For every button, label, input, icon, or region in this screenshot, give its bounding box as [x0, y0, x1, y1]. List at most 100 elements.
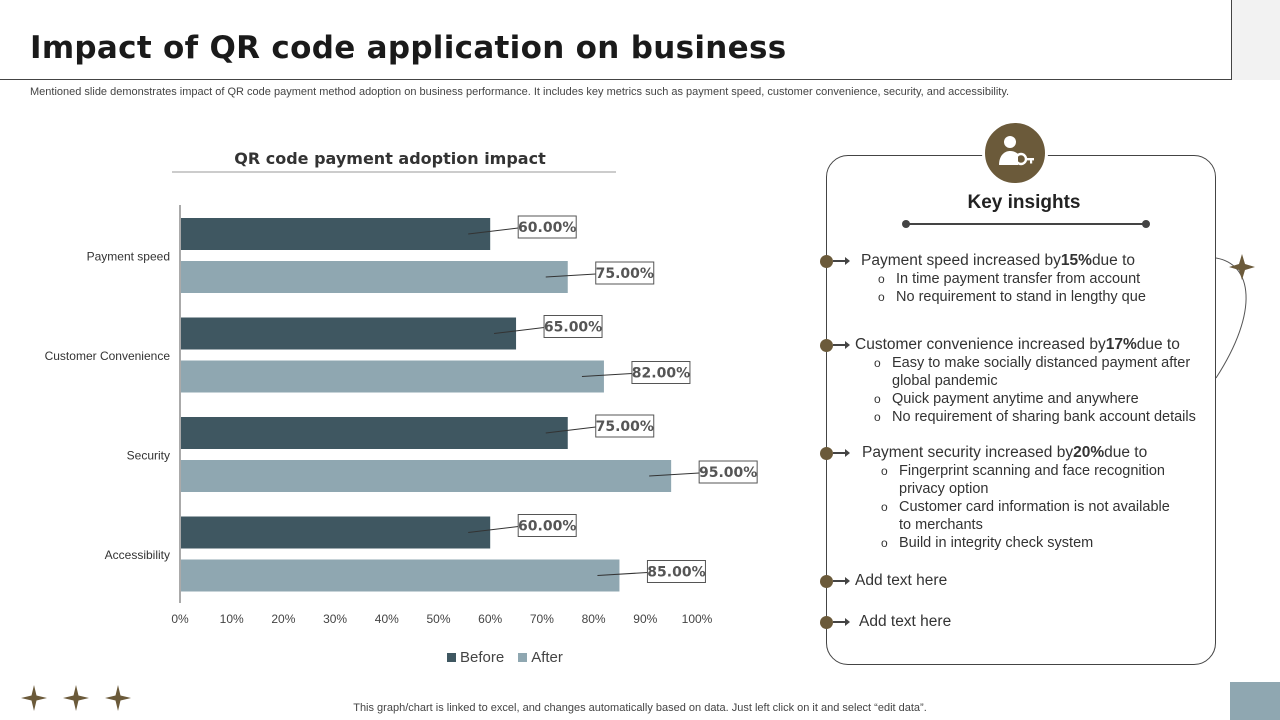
footer-note: This graph/chart is linked to excel, and… [0, 702, 1280, 714]
arrow-icon [833, 577, 850, 585]
insight-item: Payment speed increased by 15% due to In… [820, 252, 1146, 306]
insight-bullet [820, 446, 833, 460]
footer-text: This graph/chart is linked to excel, and… [353, 702, 927, 714]
data-label: 60.00% [518, 519, 576, 535]
category-label: Security [127, 449, 170, 463]
bar-before [181, 218, 491, 250]
chart-title: QR code payment adoption impact [234, 149, 546, 168]
star-icon [63, 685, 89, 711]
corner-decoration [1232, 0, 1280, 80]
insight-item: Customer convenience increased by 17% du… [820, 336, 1204, 426]
insight-post: due to [1091, 252, 1136, 269]
insight-bullet [820, 574, 833, 588]
data-label: 75.00% [596, 419, 654, 435]
insight-subitem: Customer card information is not availab… [881, 498, 1181, 534]
divider-dot [1142, 220, 1150, 228]
insight-subitem: Build in integrity check system [881, 534, 1181, 552]
chart-legend: Before After [447, 649, 563, 666]
user-key-icon [982, 120, 1048, 186]
x-tick-label: 90% [633, 612, 657, 626]
user-key-glyph [999, 136, 1034, 166]
insight-sublist: Easy to make socially distanced payment … [874, 354, 1204, 426]
insight-sublist: In time payment transfer from account No… [878, 270, 1146, 306]
data-label: 82.00% [632, 366, 690, 382]
arrow-icon [833, 257, 850, 265]
x-tick-label: 0% [171, 612, 189, 626]
data-label-box [517, 514, 577, 537]
data-label-leader [545, 273, 596, 278]
corner-decoration-bottom [1230, 682, 1280, 720]
data-label-leader [597, 572, 648, 576]
data-label: 75.00% [596, 266, 654, 282]
star-icon [105, 685, 131, 711]
corner-divider [1231, 0, 1232, 80]
data-label-box [698, 460, 758, 484]
data-label-leader [649, 472, 700, 477]
star-icon [21, 685, 47, 711]
insight-heading: Add text here [820, 613, 951, 631]
data-label-leader [581, 373, 632, 377]
insight-heading: Customer convenience increased by 17% du… [820, 336, 1204, 354]
insight-subitem: Fingerprint scanning and face recognitio… [881, 462, 1181, 498]
x-tick-label: 20% [271, 612, 295, 626]
insight-bullet [820, 615, 833, 629]
legend-item-before: Before [447, 649, 504, 666]
bar-after [181, 460, 672, 492]
divider-dot [902, 220, 910, 228]
data-label-leader [468, 227, 519, 235]
insight-heading: Payment speed increased by 15% due to [820, 252, 1146, 270]
sparkle-icon [1229, 254, 1255, 280]
insight-value: 17% [1105, 336, 1137, 353]
arrow-icon [833, 341, 850, 349]
insight-value: 20% [1073, 444, 1105, 461]
decorative-curve [1215, 254, 1255, 379]
data-label-box [595, 261, 655, 285]
key-insights-divider [902, 220, 1150, 228]
insight-bullet [820, 338, 833, 352]
page-subtitle: Mentioned slide demonstrates impact of Q… [30, 86, 1010, 98]
x-tick-label: 80% [582, 612, 606, 626]
insight-item: Add text here [820, 572, 947, 590]
category-label: Accessibility [105, 548, 170, 562]
data-label-leader [493, 327, 545, 334]
data-label-box [646, 560, 706, 583]
insight-subitem: No requirement to stand in lengthy que [878, 288, 1146, 306]
x-tick-label: 100% [682, 612, 713, 626]
data-label-box [543, 315, 603, 338]
data-label: 95.00% [699, 465, 757, 481]
bar-before [181, 317, 517, 350]
x-tick-label: 50% [426, 612, 450, 626]
legend-label-after: After [531, 649, 563, 666]
data-label-box [631, 361, 691, 384]
arrow-icon [833, 449, 850, 457]
x-tick-label: 30% [323, 612, 347, 626]
data-label-leader [468, 526, 519, 533]
insight-heading: Add text here [820, 572, 947, 590]
insight-subitem: No requirement of sharing bank account d… [874, 408, 1204, 426]
insight-sublist: Fingerprint scanning and face recognitio… [881, 462, 1181, 552]
data-label: 60.00% [518, 220, 576, 236]
legend-item-after: After [518, 649, 563, 666]
x-tick-label: 10% [220, 612, 244, 626]
x-tick-label: 60% [478, 612, 502, 626]
bar-before [181, 516, 491, 549]
insight-value: 15% [1060, 252, 1092, 269]
bar-after [181, 559, 620, 592]
data-label: 65.00% [544, 320, 602, 336]
legend-label-before: Before [460, 649, 505, 666]
insight-placeholder: Add text here [859, 613, 952, 630]
x-tick-label: 40% [375, 612, 399, 626]
data-label: 85.00% [647, 565, 705, 581]
insight-placeholder: Add text here [855, 572, 948, 589]
data-label-leader [545, 426, 596, 434]
bar-after [181, 360, 604, 393]
bar-chart[interactable]: QR code payment adoption impact 0% 10% 20% 3… [0, 130, 780, 640]
key-insights-title: Key insights [967, 192, 1081, 213]
insight-pre: Payment security increased by [862, 444, 1074, 461]
insight-item: Payment security increased by 20% due to… [820, 444, 1181, 552]
x-tick-label: 70% [530, 612, 554, 626]
legend-swatch-after [518, 653, 528, 662]
legend-swatch-before [447, 653, 456, 662]
insight-bullet [820, 254, 833, 268]
page-title: Impact of QR code application on busines… [30, 30, 787, 66]
